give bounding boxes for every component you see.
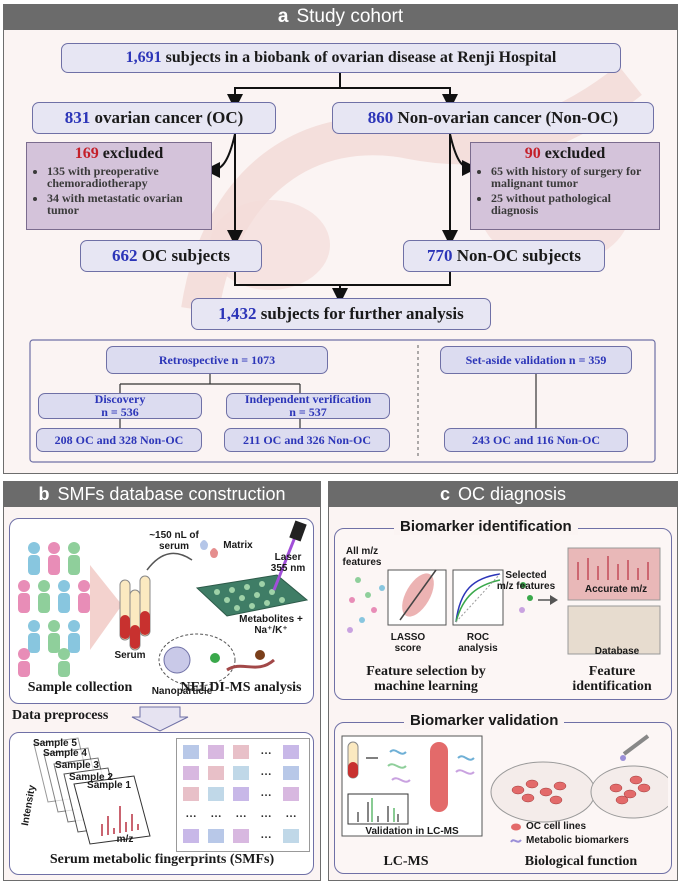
sample-1-label: Sample 1 [87, 780, 131, 791]
smf-cell: … [260, 745, 272, 757]
smf-cell: … [260, 829, 272, 841]
feature-identification-label: Feature identification [572, 664, 652, 694]
panel-a-header: a Study cohort [3, 4, 678, 30]
setaside-split-box: 243 OC and 116 Non-OC [444, 428, 628, 452]
identification-heading: Biomarker identification [394, 518, 578, 535]
nonoc-excluded-item: 25 without pathological diagnosis [491, 192, 659, 216]
further-analysis-box: 1,432 subjects for further analysis [191, 298, 491, 330]
matrix-label: Matrix [223, 540, 253, 551]
feature-selection-illustration [347, 547, 661, 655]
panel-c-header: c OC diagnosis [328, 481, 678, 507]
smf-cell: … [185, 808, 197, 820]
cell-lines-label: OC cell lines [526, 821, 587, 832]
oc-box: 831 ovarian cancer (OC) [32, 102, 276, 134]
smf-cell [183, 787, 199, 801]
oc-excluded-item: 34 with metastatic ovarian tumor [47, 192, 211, 216]
biobank-box: 1,691 subjects in a biobank of ovarian d… [61, 43, 621, 73]
serum-volume-label: ~150 nL of serum [149, 530, 199, 552]
nonoc-excluded-item: 65 with history of surgery for malignant… [491, 165, 659, 189]
accurate-mz-label: Accurate m/z [584, 584, 648, 595]
down-arrow-icon [131, 706, 189, 732]
smf-cell: … [210, 808, 222, 820]
discovery-split-box: 208 OC and 328 Non-OC [36, 428, 202, 452]
setaside-box: Set-aside validation n = 359 [440, 346, 632, 374]
validation-heading: Biomarker validation [404, 712, 565, 729]
neldi-label: NELDI-MS analysis [180, 680, 302, 695]
laser-label: Laser 355 nm [270, 552, 306, 574]
smf-cell [233, 787, 249, 801]
oc-subjects-box: 662 OC subjects [80, 240, 262, 272]
database-label: Database [594, 646, 640, 657]
smf-cell [233, 829, 249, 843]
smf-cell: … [260, 787, 272, 799]
smf-cell [283, 745, 299, 759]
smf-cell [183, 766, 199, 780]
sample-collection-label: Sample collection [27, 680, 133, 695]
smf-cell [208, 787, 224, 801]
validation-illustration [341, 734, 668, 837]
data-preprocess-label: Data preprocess [12, 708, 109, 723]
smf-cell: … [235, 808, 247, 820]
verification-box: Independent verification n = 537 [226, 393, 390, 419]
sample-4-label: Sample 4 [43, 748, 87, 759]
mz-axis-label: m/z [116, 834, 134, 845]
nonoc-box: 860 Non-ovarian cancer (Non-OC) [332, 102, 654, 134]
lasso-label: LASSO score [390, 632, 426, 654]
oc-excluded-item: 135 with preoperative chemoradiotherapy [47, 165, 211, 189]
smf-cell [208, 766, 224, 780]
discovery-box: Discovery n = 536 [38, 393, 202, 419]
smf-cell [208, 829, 224, 843]
smf-cell [208, 745, 224, 759]
cohort-connectors [29, 72, 656, 463]
nonoc-subjects-box: 770 Non-OC subjects [403, 240, 605, 272]
spectra-stack [33, 737, 151, 845]
smf-cell [183, 745, 199, 759]
selected-features-label: Selected m/z features [496, 570, 556, 592]
biomarker-legend-icon [510, 839, 522, 843]
smf-cell: … [260, 766, 272, 778]
nanoparticle-label: Nanoparticle [151, 686, 213, 697]
serum-label: Serum [114, 650, 146, 661]
smf-cell: … [285, 808, 297, 820]
panel-b-header: b SMFs database construction [3, 481, 321, 507]
smf-cell [183, 829, 199, 843]
sample-3-label: Sample 3 [55, 760, 99, 771]
metabolites-label: Metabolites + Na⁺/K⁺ [239, 614, 303, 636]
smf-cell [233, 766, 249, 780]
smf-cell [233, 745, 249, 759]
smf-cell: … [260, 808, 272, 820]
metabolic-biomarkers-label: Metabolic biomarkers [526, 835, 629, 846]
oc-excluded-box: 169 excluded 135 with preoperative chemo… [26, 142, 212, 230]
smf-cell [283, 766, 299, 780]
verification-split-box: 211 OC and 326 Non-OC [224, 428, 390, 452]
biological-function-label: Biological function [524, 854, 638, 869]
sample-2-label: Sample 2 [69, 772, 113, 783]
smf-cell [283, 787, 299, 801]
sample-5-label: Sample 5 [33, 738, 77, 749]
roc-label: ROC analysis [458, 632, 498, 654]
lcms-label: LC-MS [383, 854, 429, 869]
cell-line-legend-icon [511, 823, 521, 831]
smf-cell [283, 829, 299, 843]
nonoc-excluded-box: 90 excluded 65 with history of surgery f… [470, 142, 660, 230]
feature-selection-label: Feature selection by machine learning [366, 664, 486, 694]
validation-lcms-label: Validation in LC-MS [365, 826, 459, 837]
smf-matrix: … … … … … … … … … [176, 738, 310, 852]
retrospective-box: Retrospective n = 1073 [106, 346, 328, 374]
smfs-label: Serum metabolic fingerprints (SMFs) [49, 852, 275, 867]
all-features-label: All m/z features [342, 546, 382, 568]
sample-collection-illustration [18, 520, 309, 687]
